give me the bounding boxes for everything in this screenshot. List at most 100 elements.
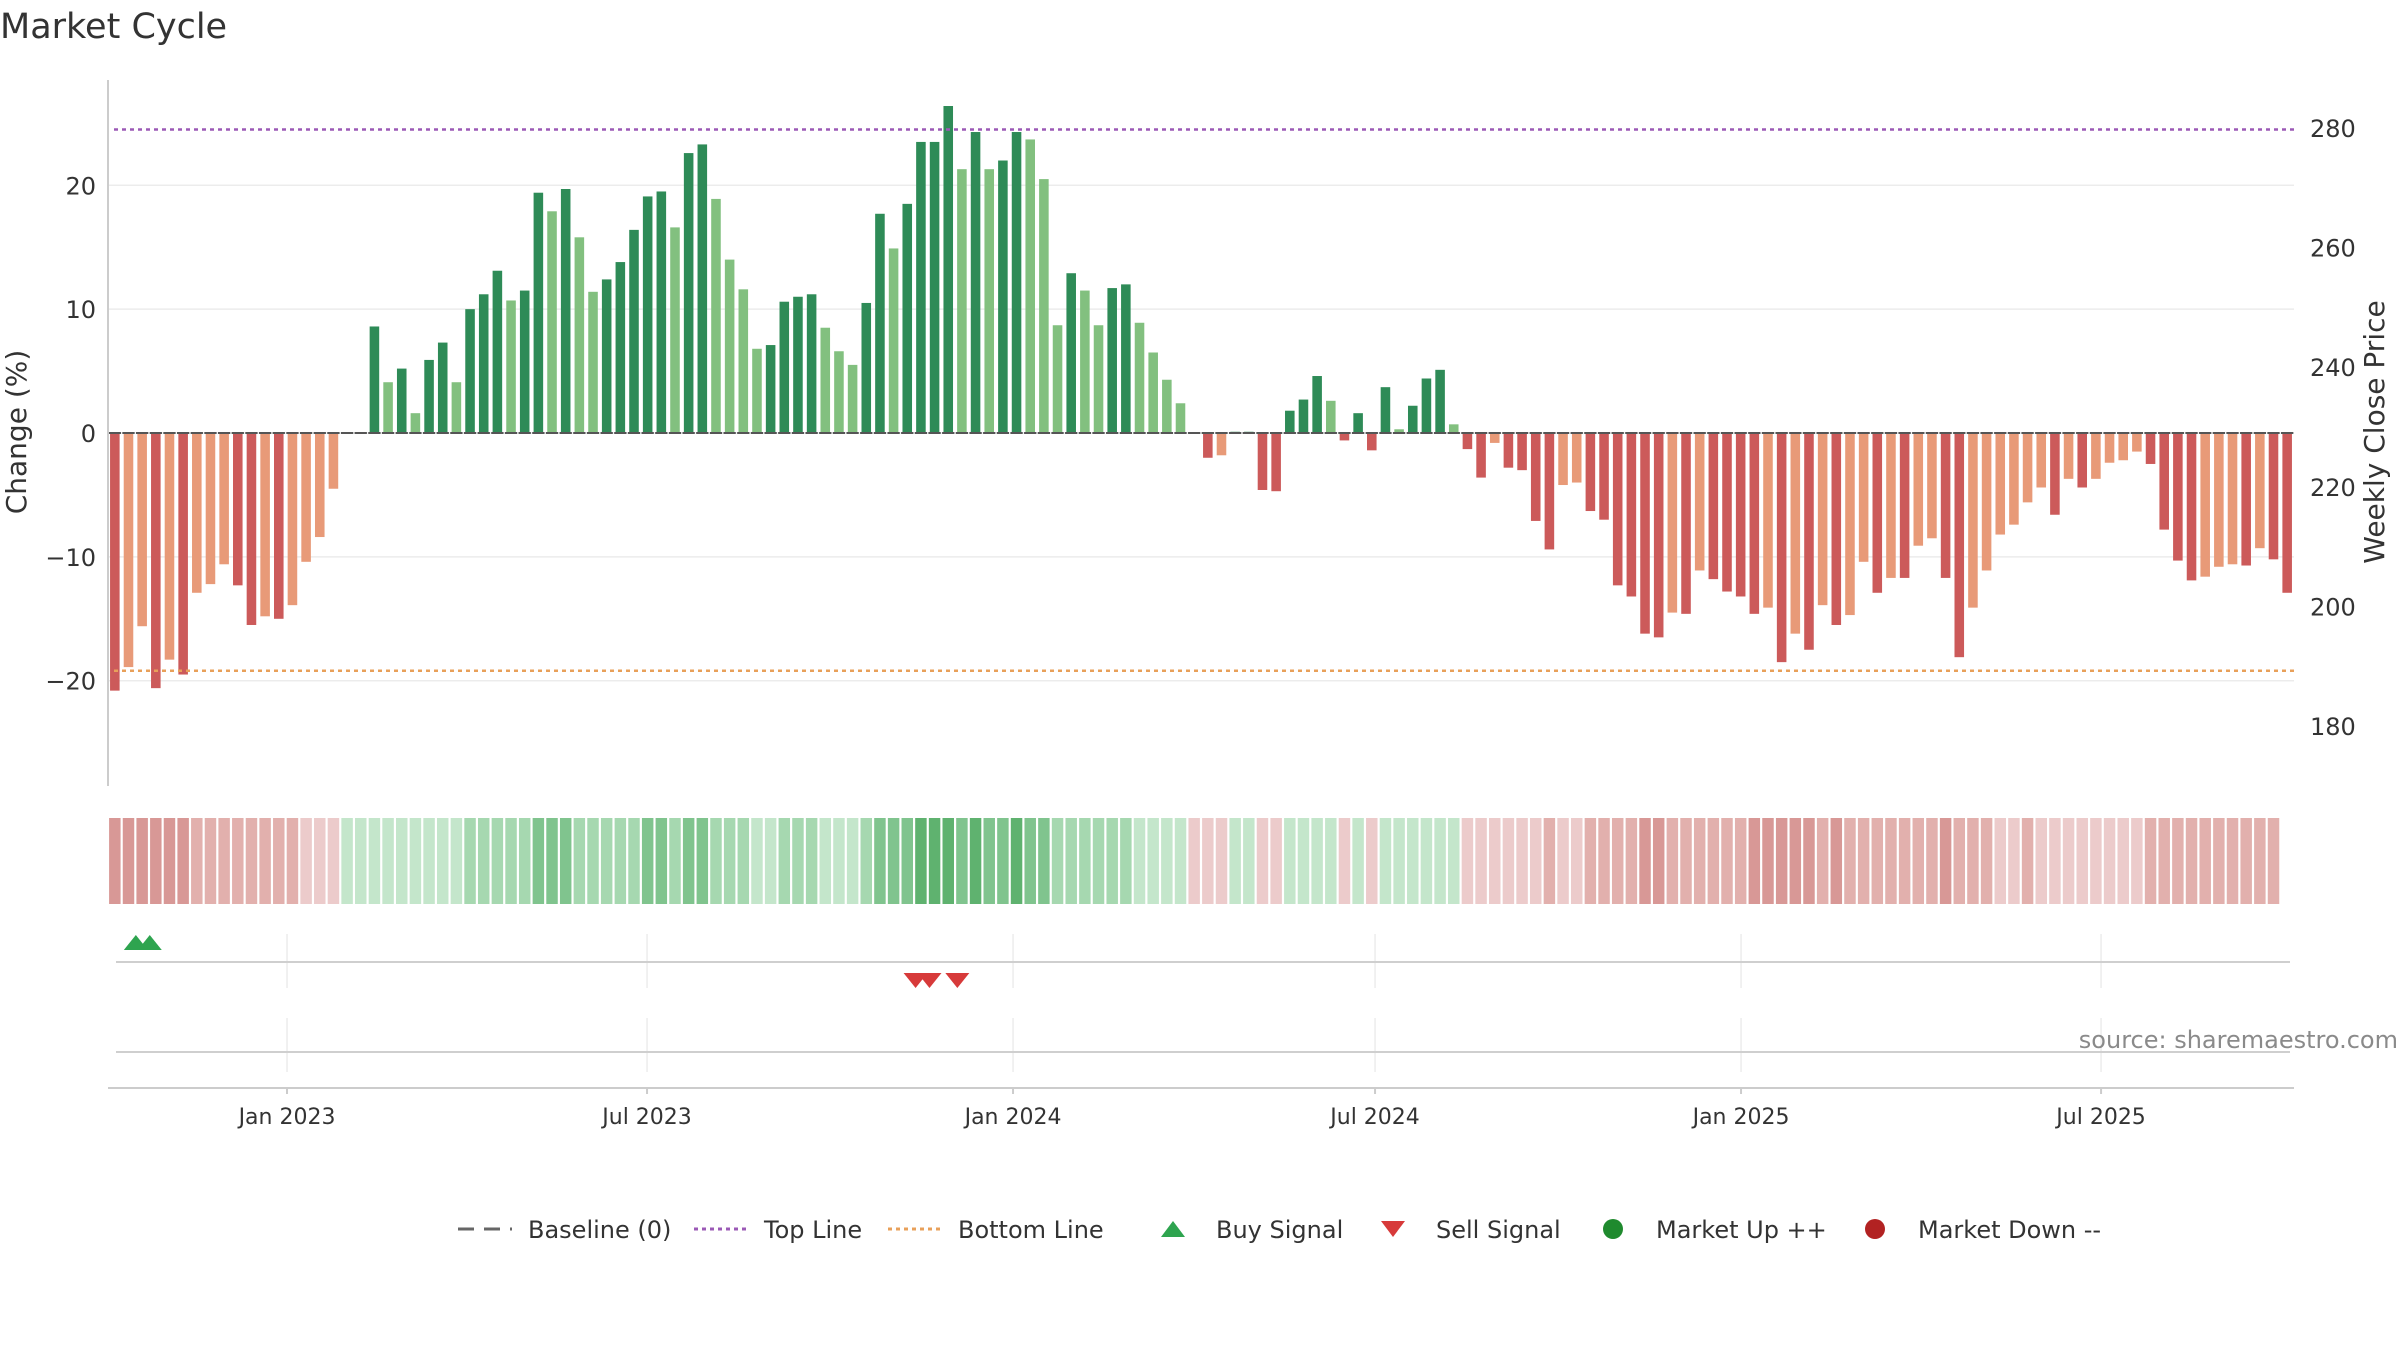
strength-cell	[477, 818, 490, 904]
change-bar	[437, 342, 448, 433]
strength-cell	[1639, 818, 1651, 904]
change-bar	[2268, 433, 2279, 560]
strength-cell	[1229, 818, 1241, 904]
y2-axis-label: Weekly Close Price	[2358, 300, 2391, 563]
x-axis: Jan 2023 Jul 2023 Jan 2024 Jul 2024 Jan 2025…	[108, 1087, 2294, 1130]
strength-cell	[1038, 818, 1050, 904]
change-bar	[1831, 433, 1842, 625]
strength-cell	[942, 818, 954, 904]
strength-cell	[1420, 818, 1433, 904]
legend-label: Market Down --	[1918, 1216, 2101, 1244]
change-bar	[1694, 433, 1705, 571]
change-bar	[1981, 433, 1992, 571]
change-bar	[1899, 433, 1910, 578]
change-bar	[1612, 433, 1623, 586]
strength-cell	[1065, 818, 1077, 904]
strength-cell	[436, 818, 449, 904]
strength-cell	[1024, 818, 1036, 904]
change-bar	[1995, 433, 2006, 535]
strength-cell	[232, 818, 244, 904]
change-bar	[1845, 433, 1855, 616]
strength-cell	[1844, 818, 1856, 904]
strength-cell	[928, 818, 941, 904]
change-bar	[820, 327, 831, 433]
x-tick-label: Jan 2025	[1691, 1105, 1790, 1130]
change-bar	[888, 248, 899, 433]
strength-cell	[1898, 818, 1911, 904]
strength-cell	[1625, 818, 1638, 904]
change-bar	[260, 433, 270, 617]
strength-cell	[1543, 818, 1556, 904]
change-bar	[738, 289, 749, 433]
change-bar	[219, 433, 229, 565]
change-bar	[1804, 433, 1814, 650]
change-bar	[1735, 433, 1746, 597]
change-bar	[574, 237, 585, 433]
change-bar	[1367, 433, 1377, 451]
change-bar	[1640, 433, 1650, 634]
change-bar	[1039, 179, 1049, 433]
strength-cell	[614, 818, 627, 904]
change-bar	[1257, 433, 1268, 490]
change-bar	[929, 141, 940, 433]
change-bar	[724, 259, 735, 433]
y-axis-label: Change (%)	[0, 350, 33, 515]
strength-cell	[1297, 818, 1310, 904]
strength-cell	[423, 818, 435, 904]
strength-cell	[1721, 818, 1733, 904]
strength-cell	[546, 818, 558, 904]
legend-item: Bottom Line	[888, 1216, 1104, 1244]
change-bar	[2255, 433, 2265, 549]
change-bar	[642, 196, 653, 433]
strength-cell	[1734, 818, 1747, 904]
change-bar	[1872, 433, 1883, 593]
strength-cell	[1570, 818, 1583, 904]
change-bar	[806, 294, 817, 433]
change-bar	[793, 296, 803, 433]
change-bar	[711, 198, 721, 433]
change-bar	[274, 433, 284, 619]
strength-cell	[2062, 818, 2075, 904]
strength-cell	[2213, 818, 2225, 904]
change-bar	[1462, 433, 1473, 450]
strength-cell	[2240, 818, 2252, 904]
change-bar	[2200, 433, 2210, 577]
change-bar	[2241, 433, 2251, 566]
change-bar	[2091, 433, 2101, 479]
change-bar	[943, 106, 954, 433]
strength-cell	[587, 818, 599, 904]
legend-label: Buy Signal	[1216, 1216, 1343, 1244]
x-tick-label: Jan 2024	[963, 1105, 1062, 1130]
strength-cell	[1338, 818, 1351, 904]
y-tick-label: −20	[45, 668, 96, 696]
strength-cell	[2172, 818, 2184, 904]
strength-cell	[1174, 818, 1187, 904]
change-bar	[1066, 273, 1076, 433]
change-bar	[615, 262, 626, 433]
change-bar	[1312, 376, 1322, 433]
strength-cell	[1352, 818, 1364, 904]
strength-cell	[1502, 818, 1515, 904]
strength-cell	[1762, 818, 1774, 904]
strength-cell	[628, 818, 640, 904]
change-bar	[205, 433, 216, 585]
change-bar	[2104, 433, 2115, 463]
strength-cell	[1680, 818, 1692, 904]
change-bar	[1858, 433, 1869, 562]
strength-cell	[2090, 818, 2102, 904]
x-tick-label: Jul 2024	[1328, 1105, 1420, 1130]
strength-cell	[1311, 818, 1323, 904]
strength-cell	[1489, 818, 1501, 904]
change-bar	[1886, 433, 1896, 578]
change-bar	[1530, 433, 1541, 521]
strength-cell	[1830, 818, 1843, 904]
change-bar	[2214, 433, 2224, 567]
change-bar	[533, 192, 544, 433]
strength-cell	[204, 818, 217, 904]
strength-cell	[109, 818, 121, 904]
strength-cell	[1707, 818, 1720, 904]
strength-cell	[1270, 818, 1282, 904]
strength-cell	[983, 818, 995, 904]
change-bar	[1093, 325, 1104, 433]
